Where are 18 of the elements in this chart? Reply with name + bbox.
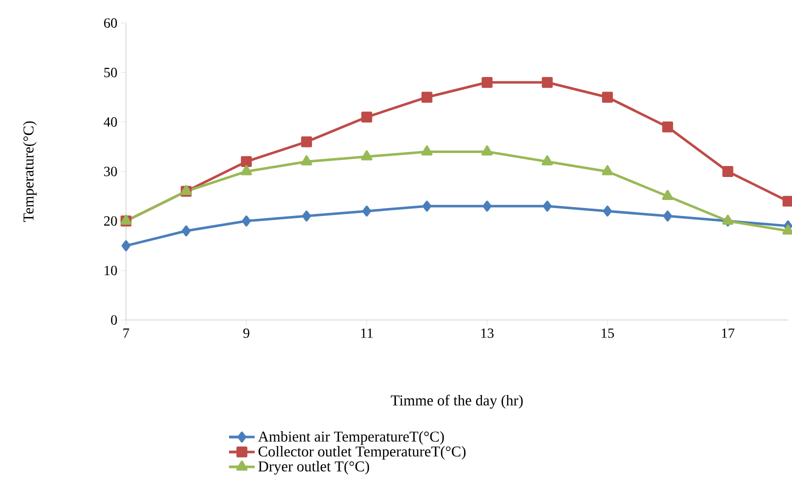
- y-tick-label: 10: [104, 266, 117, 276]
- y-tick-label: 0: [111, 315, 117, 325]
- y-axis-title: Temperature(°C): [23, 121, 37, 222]
- y-tick-label: 50: [104, 68, 117, 78]
- x-tick-label: 15: [602, 328, 614, 338]
- y-tick-label: 20: [104, 216, 117, 226]
- x-axis-title: Timme of the day (hr): [390, 394, 523, 409]
- legend-label: Dryer outlet T(°C): [258, 460, 370, 475]
- x-tick-label: 17: [722, 328, 734, 338]
- x-tick-label: 11: [361, 328, 373, 338]
- x-tick-label: 7: [123, 328, 130, 338]
- legend-label: Ambient air TemperatureT(°C): [258, 431, 444, 445]
- x-tick-label: 13: [481, 328, 494, 338]
- x-tick-label: 9: [243, 328, 250, 338]
- y-tick-label: 30: [104, 166, 117, 176]
- y-tick-label: 40: [104, 117, 117, 127]
- y-tick-label: 60: [104, 18, 117, 28]
- legend-label: Collector outlet TemperatureT(°C): [258, 446, 466, 460]
